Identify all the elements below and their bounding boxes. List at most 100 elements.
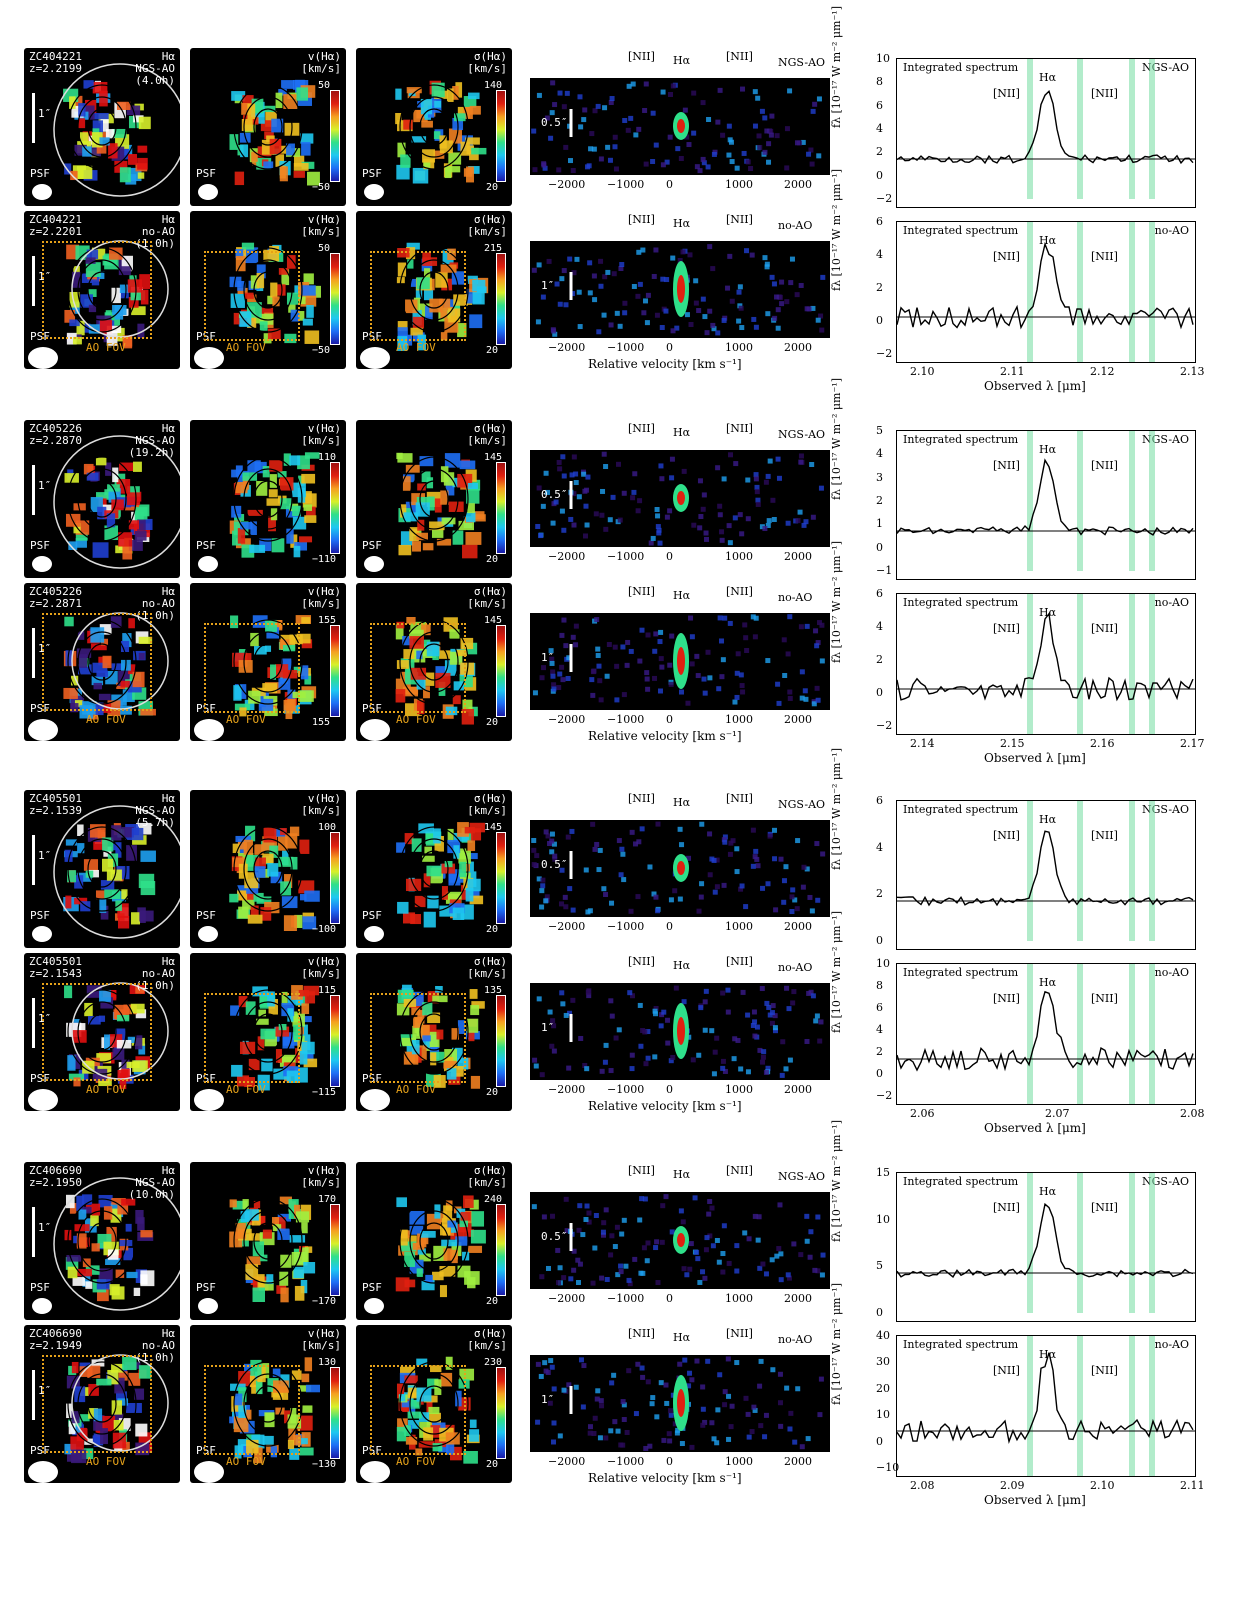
noise-pixel	[777, 1371, 783, 1377]
noise-pixel	[532, 1057, 538, 1063]
map-pixel	[306, 305, 314, 318]
spec-nii-right: [NII]	[1091, 622, 1118, 635]
map-pixel	[140, 850, 156, 862]
noise-pixel	[688, 321, 694, 327]
noise-pixel	[672, 888, 678, 894]
noise-pixel	[741, 150, 747, 156]
noise-pixel	[745, 477, 751, 483]
map-pixel	[132, 671, 145, 688]
psf-label: PSF	[362, 909, 382, 922]
map-pixel	[110, 616, 122, 628]
map-pixel	[301, 285, 316, 296]
noise-pixel	[814, 643, 820, 649]
noise-pixel	[678, 689, 684, 695]
noise-pixel	[653, 247, 659, 253]
map-pixel	[281, 80, 295, 89]
spec-y-tick: 2	[876, 887, 883, 901]
map-pixel	[429, 298, 443, 313]
noise-pixel	[556, 167, 562, 173]
noise-pixel	[725, 285, 731, 291]
noise-pixel	[557, 671, 563, 677]
map-image	[229, 79, 320, 186]
sky-line-band	[1077, 801, 1083, 941]
noise-pixel	[584, 522, 590, 528]
map-pixel	[254, 461, 267, 474]
noise-pixel	[763, 1271, 769, 1277]
noise-pixel	[532, 167, 538, 173]
map-pixel	[238, 863, 248, 879]
dispersion-unit: [km/s]	[467, 967, 507, 980]
noise-pixel	[614, 663, 620, 669]
noise-pixel	[531, 837, 537, 843]
map-pixel	[248, 690, 261, 704]
noise-pixel	[694, 653, 700, 659]
contour-line	[77, 1001, 127, 1063]
contour-line	[399, 989, 469, 1075]
noise-pixel	[584, 1203, 590, 1209]
noise-pixel	[533, 1063, 539, 1069]
velocity-min: −50	[312, 182, 331, 193]
map-pixel	[74, 875, 84, 889]
map-pixel	[253, 1200, 261, 1209]
velocity-unit: [km/s]	[301, 1339, 341, 1352]
map-pixel	[122, 335, 133, 347]
noise-pixel	[798, 282, 804, 288]
noise-pixel	[539, 1072, 545, 1078]
map-pixel	[229, 1199, 237, 1208]
map-pixel	[439, 1266, 456, 1277]
map-pixel	[444, 453, 461, 468]
velocity-colorbar	[330, 1204, 340, 1296]
emission-core	[677, 1233, 685, 1247]
integrated-label: Integrated spectrum	[903, 1338, 1019, 1351]
map-pixel	[121, 1059, 130, 1069]
noise-pixel	[742, 622, 748, 628]
map-pixel	[111, 694, 127, 706]
spec-ylabel: fλ [10⁻¹⁷ W m⁻² μm⁻¹]	[830, 1283, 843, 1405]
psf-ellipse	[32, 556, 52, 572]
spectrum-mode: no-AO	[1154, 224, 1189, 237]
noise-pixel	[815, 897, 821, 903]
map-pixel	[69, 319, 80, 327]
noise-pixel	[787, 1426, 793, 1432]
noise-pixel	[815, 697, 821, 703]
noise-pixel	[755, 501, 761, 507]
noise-pixel	[541, 665, 547, 671]
pv-image	[532, 985, 824, 1078]
pv-tick-label: −1000	[607, 341, 645, 354]
pv-tick-label: 1000	[725, 1083, 753, 1096]
noise-pixel	[772, 1025, 778, 1031]
noise-pixel	[736, 318, 742, 324]
map-pixel	[82, 1206, 93, 1214]
noise-pixel	[643, 81, 649, 87]
ao-fov-box	[370, 623, 466, 713]
noise-pixel	[810, 993, 816, 999]
map-pixel	[64, 849, 73, 862]
noise-pixel	[563, 302, 569, 308]
noise-pixel	[735, 651, 741, 657]
galaxy-id: ZC405501	[29, 955, 82, 968]
map-pixel	[395, 113, 402, 125]
spec-nii-right: [NII]	[1091, 459, 1118, 472]
map-pixel	[304, 515, 317, 523]
noise-pixel	[820, 851, 826, 857]
noise-pixel	[604, 673, 610, 679]
map-pixel	[127, 492, 141, 506]
noise-pixel	[706, 1211, 712, 1217]
noise-pixel	[655, 524, 661, 530]
map-pixel	[299, 536, 313, 543]
map-pixel	[113, 1413, 124, 1421]
noise-pixel	[819, 658, 825, 664]
map-pixel	[254, 844, 264, 855]
map-pixel	[106, 1226, 117, 1242]
map-pixel	[111, 1363, 124, 1373]
pv-diagram: 1″	[530, 241, 830, 338]
map-pixel	[472, 511, 485, 520]
noise-pixel	[686, 855, 692, 861]
noise-pixel	[803, 696, 809, 702]
map-pixel	[287, 689, 296, 699]
map-pixel	[116, 1391, 127, 1401]
psf-ellipse	[364, 556, 384, 572]
noise-pixel	[732, 515, 738, 521]
noise-pixel	[691, 522, 697, 528]
map-pixel	[72, 1030, 87, 1043]
